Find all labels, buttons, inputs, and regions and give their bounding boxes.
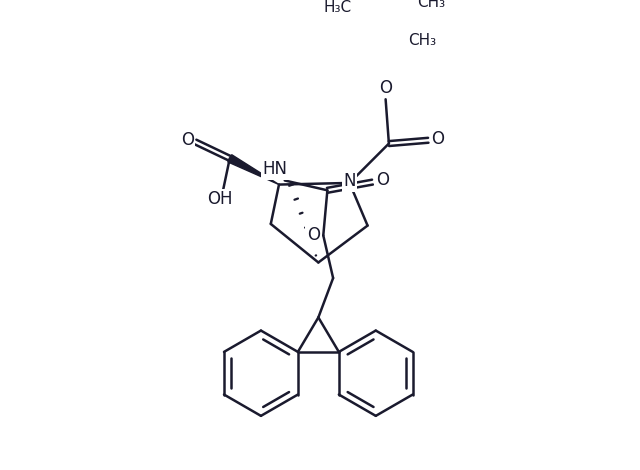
Text: H₃C: H₃C bbox=[324, 0, 352, 15]
Text: O: O bbox=[307, 227, 320, 244]
Text: N: N bbox=[343, 172, 356, 190]
Text: O: O bbox=[379, 79, 392, 97]
Text: HN: HN bbox=[262, 160, 287, 178]
Text: CH₃: CH₃ bbox=[408, 33, 436, 48]
Text: O: O bbox=[431, 130, 445, 148]
Text: O: O bbox=[180, 131, 194, 149]
Polygon shape bbox=[228, 155, 279, 185]
Text: CH₃: CH₃ bbox=[417, 0, 445, 10]
Text: O: O bbox=[376, 172, 389, 189]
Text: OH: OH bbox=[207, 190, 233, 208]
